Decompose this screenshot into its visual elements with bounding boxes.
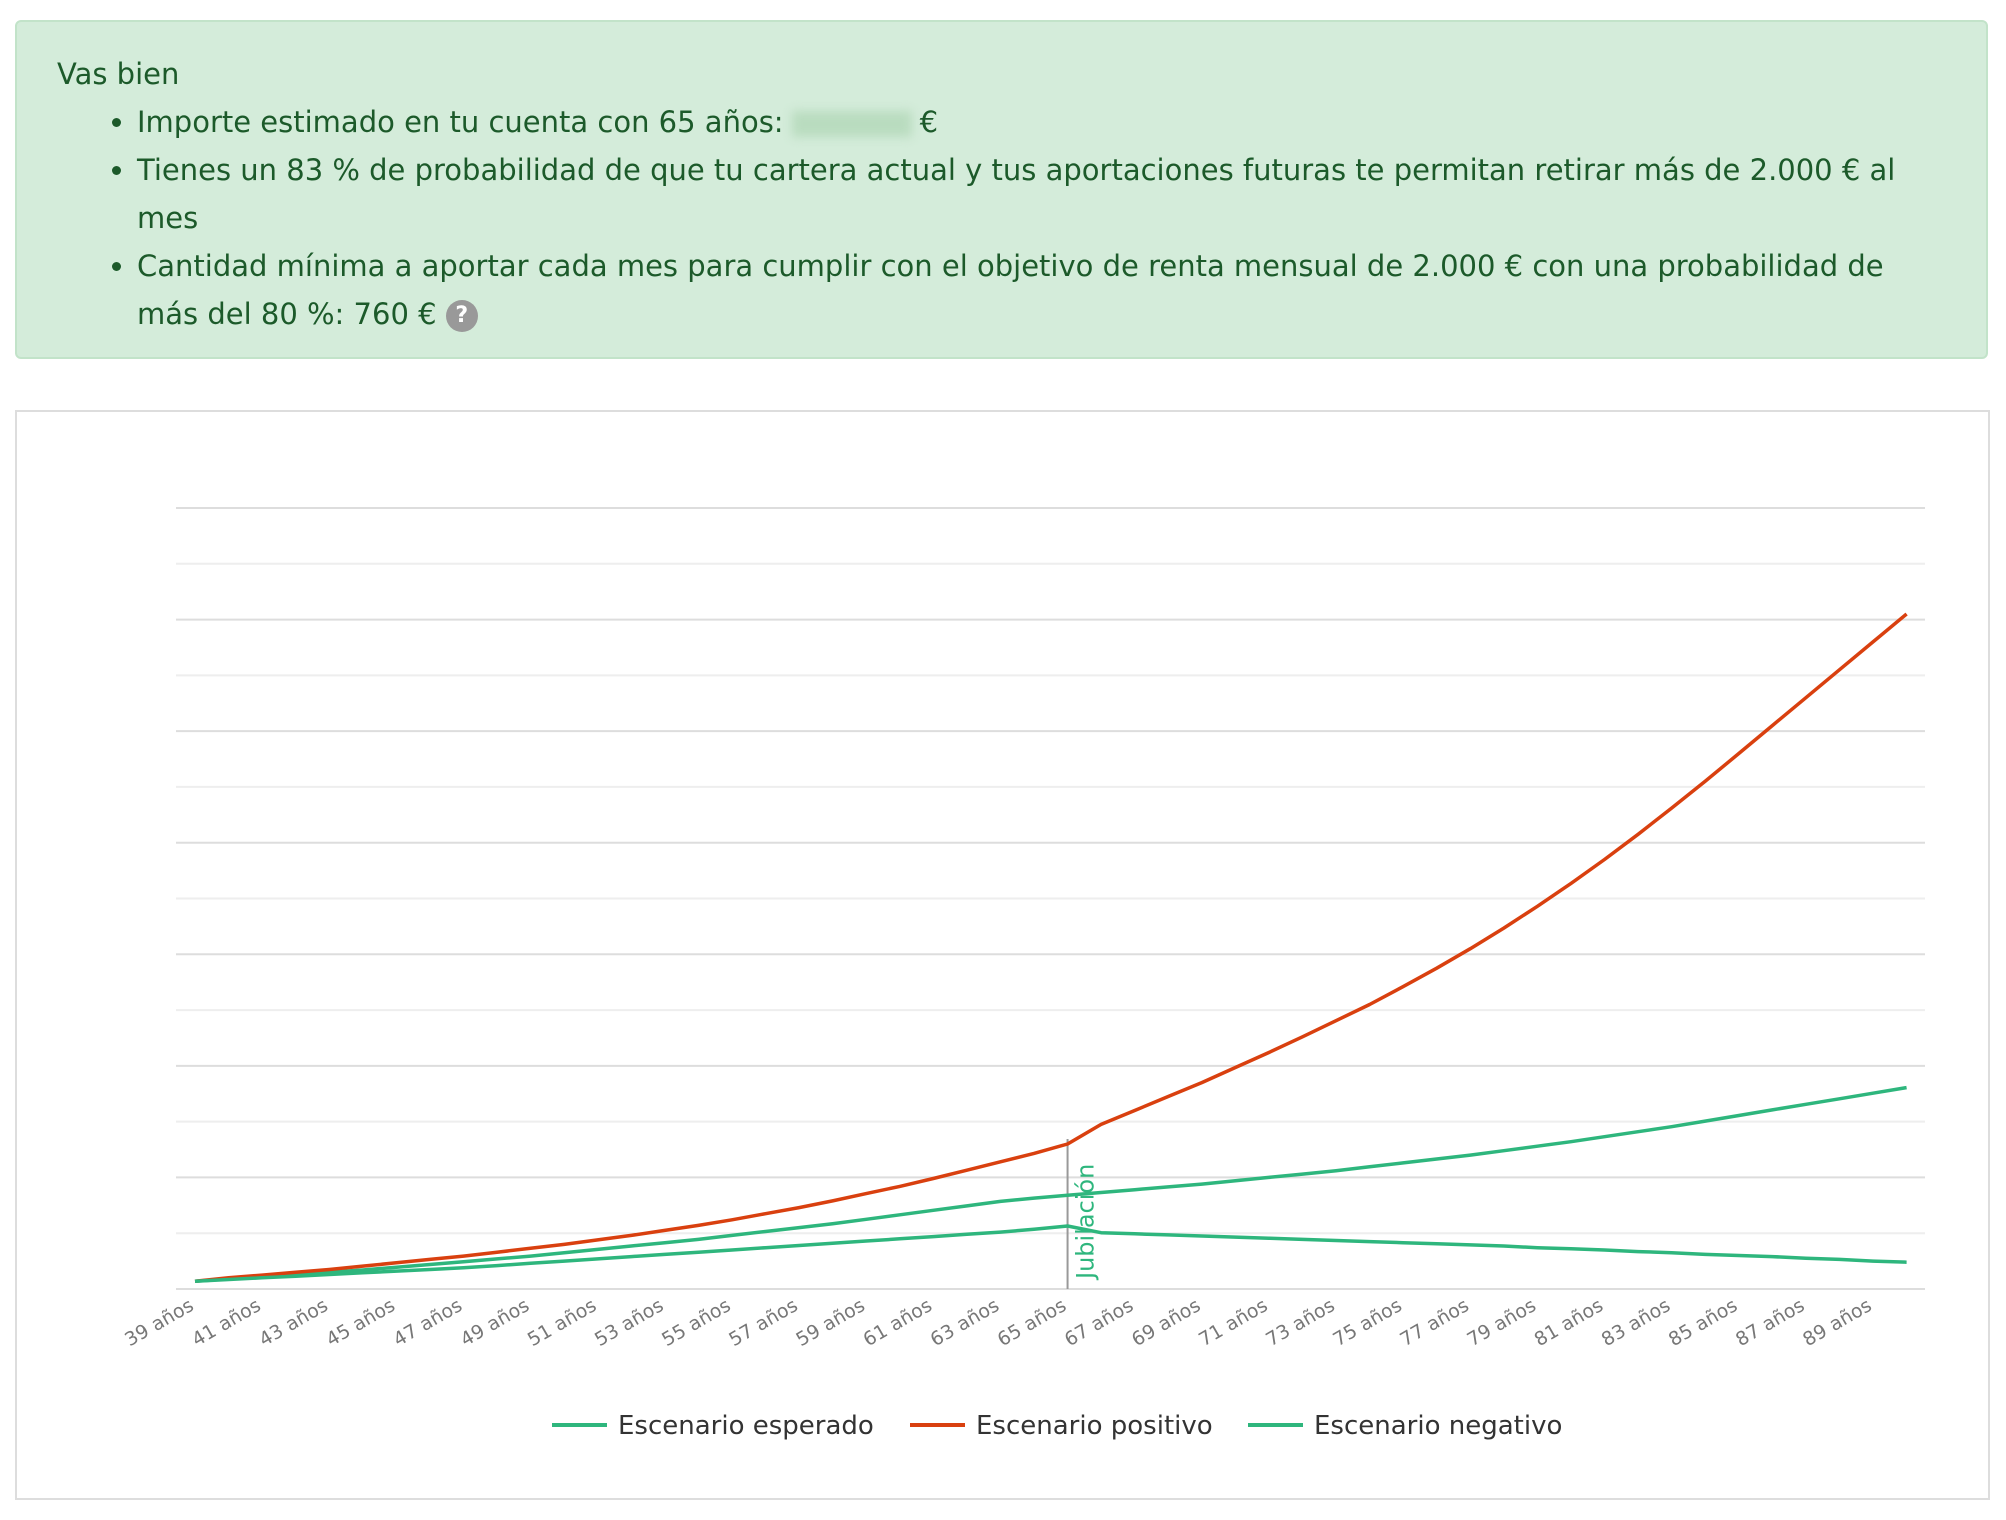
x-tick-label: 39 años: [121, 1294, 197, 1351]
alert-title: Vas bien: [57, 57, 180, 91]
legend-label: Escenario esperado: [618, 1411, 874, 1441]
x-tick-label: 79 años: [1464, 1294, 1540, 1351]
x-tick-label: 41 años: [188, 1294, 264, 1351]
alert-item: Tienes un 83 % de probabilidad de que tu…: [137, 146, 1917, 242]
x-tick-label: 81 años: [1531, 1294, 1607, 1351]
x-tick-label: 71 años: [1195, 1294, 1271, 1351]
series-line: [194, 1085, 1907, 1283]
x-tick-label: 67 años: [1061, 1294, 1137, 1351]
x-tick-label: 61 años: [859, 1294, 935, 1351]
x-tick-label: 75 años: [1329, 1294, 1405, 1351]
series-line: [194, 1224, 1907, 1283]
help-icon[interactable]: ?: [445, 300, 478, 332]
x-tick-label: 55 años: [658, 1294, 734, 1351]
x-tick-label: 77 años: [1396, 1294, 1472, 1351]
x-tick-label: 59 años: [792, 1294, 868, 1351]
legend-label: Escenario positivo: [976, 1411, 1213, 1441]
x-tick-label: 57 años: [725, 1294, 801, 1351]
x-tick-label: 73 años: [1262, 1294, 1338, 1351]
x-tick-label: 83 años: [1598, 1294, 1674, 1351]
item-text: Importe estimado en tu cuenta con 65 año…: [137, 105, 784, 139]
hidden-amount: [791, 111, 912, 137]
currency: €: [919, 105, 939, 139]
item-text: Cantidad mínima a aportar cada mes para …: [137, 249, 1884, 331]
x-tick-label: 63 años: [927, 1294, 1003, 1351]
x-tick-label: 69 años: [1128, 1294, 1204, 1351]
alert-list: Importe estimado en tu cuenta con 65 año…: [57, 98, 1946, 338]
chart-container: [15, 410, 1990, 1500]
x-tick-label: 85 años: [1665, 1294, 1741, 1351]
x-tick-label: 65 años: [994, 1294, 1070, 1351]
x-tick-label: 49 años: [457, 1294, 533, 1351]
legend-label: Escenario negativo: [1314, 1411, 1562, 1441]
alert-item: Importe estimado en tu cuenta con 65 año…: [137, 98, 1917, 146]
x-tick-label: 53 años: [591, 1294, 667, 1351]
alert: Vas bien Importe estimado en tu cuenta c…: [15, 20, 1988, 359]
x-tick-label: 47 años: [390, 1294, 466, 1351]
series-line: [194, 612, 1908, 1283]
x-tick-label: 45 años: [323, 1294, 399, 1351]
x-tick-label: 87 años: [1732, 1294, 1808, 1351]
x-tick-label: 51 años: [524, 1294, 600, 1351]
x-tick-label: 89 años: [1799, 1294, 1875, 1351]
alert-item: Cantidad mínima a aportar cada mes para …: [137, 242, 1917, 338]
retirement-label: Jubilación: [1072, 1164, 1100, 1281]
item-text: Tienes un 83 % de probabilidad de que tu…: [137, 153, 1896, 235]
x-tick-label: 43 años: [255, 1294, 331, 1351]
